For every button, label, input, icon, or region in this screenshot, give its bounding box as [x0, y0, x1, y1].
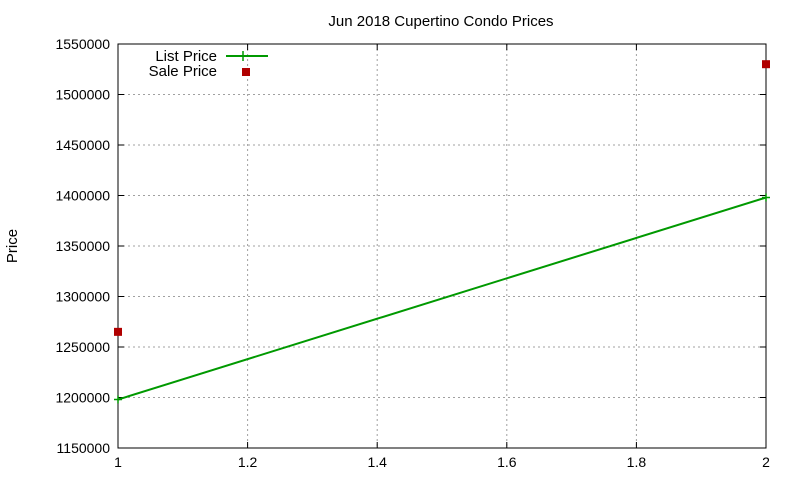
series-line-list-price [117, 196, 767, 401]
y-tick-label: 1200000 [55, 390, 110, 406]
y-tick-label: 1450000 [55, 137, 110, 153]
y-tick-label: 1350000 [55, 238, 110, 254]
data-point-sale-price [762, 60, 770, 69]
y-tick-label: 1300000 [55, 289, 110, 305]
x-tick-label: 1 [114, 454, 122, 470]
legend-label-list-price: List Price [155, 48, 217, 65]
x-tick-label: 1.2 [238, 454, 258, 470]
legend-swatch-sale-price-marker [242, 68, 250, 76]
series-layer [114, 60, 770, 404]
chart-title: Jun 2018 Cupertino Condo Prices [328, 13, 553, 30]
legend: List Price Sale Price [149, 48, 268, 80]
y-tick-label: 1250000 [55, 339, 110, 355]
y-tick-label: 1550000 [55, 36, 110, 52]
grid [118, 44, 766, 448]
data-point-sale-price [114, 327, 122, 336]
legend-swatch-list-price-marker [238, 51, 248, 61]
x-tick-label: 2 [762, 454, 770, 470]
y-tick-label: 1400000 [55, 188, 110, 204]
axis-ticks: 1150000 1200000 1250000 1300000 1350000 14000… [55, 36, 770, 470]
x-tick-label: 1.6 [497, 454, 517, 470]
data-point-list-price [114, 395, 122, 404]
legend-label-sale-price: Sale Price [149, 63, 217, 80]
y-tick-label: 1500000 [55, 87, 110, 103]
x-tick-label: 1.8 [627, 454, 647, 470]
y-axis-label: Price [4, 229, 21, 263]
y-tick-label: 1150000 [57, 440, 111, 456]
data-point-list-price [762, 193, 770, 202]
x-tick-label: 1.4 [367, 454, 387, 470]
